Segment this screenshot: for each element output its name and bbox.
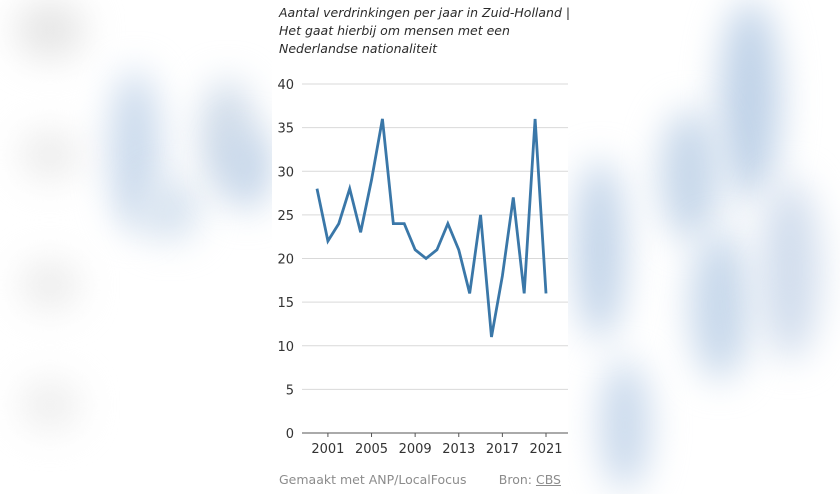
chart-card: Aantal verdrinkingen per jaar in Zuid-Ho…: [272, 0, 571, 494]
line-chart: 0 5 10 15 20 25 30 35 40 2001 2005 2009 2013 2017 2021: [277, 78, 568, 457]
chart-title-line-1: Aantal verdrinkingen per jaar in Zuid-Ho…: [279, 5, 571, 20]
x-tick-label: 2021: [529, 442, 562, 457]
y-tick-label: 25: [277, 209, 294, 224]
made-with-credit: Gemaakt met ANP/LocalFocus: [279, 472, 467, 487]
x-tick-label: 2009: [399, 442, 432, 457]
y-tick-label: 5: [286, 383, 294, 398]
y-tick-label: 35: [277, 122, 294, 137]
y-tick-label: 30: [277, 165, 294, 180]
y-tick-label: 0: [286, 427, 294, 442]
chart-title-line-2: Het gaat hierbij om mensen met een: [279, 23, 510, 38]
x-tick-label: 2005: [355, 442, 388, 457]
y-tick-label: 40: [277, 78, 294, 93]
y-tick-label: 10: [277, 340, 294, 355]
y-tick-label: 15: [277, 296, 294, 311]
y-tick-label: 20: [277, 253, 294, 268]
source-link[interactable]: CBS: [535, 472, 561, 487]
source-label: Bron:: [498, 472, 532, 487]
source-credit: Bron: CBS: [499, 472, 561, 487]
x-tick-label: 2013: [442, 442, 475, 457]
x-tick-label: 2017: [486, 442, 519, 457]
chart-title-line-3: Nederlandse nationaliteit: [279, 41, 438, 56]
series-line: [315, 118, 548, 338]
chart-title: Aantal verdrinkingen per jaar in Zuid-Ho…: [279, 4, 571, 58]
x-tick-label: 2001: [311, 442, 344, 457]
